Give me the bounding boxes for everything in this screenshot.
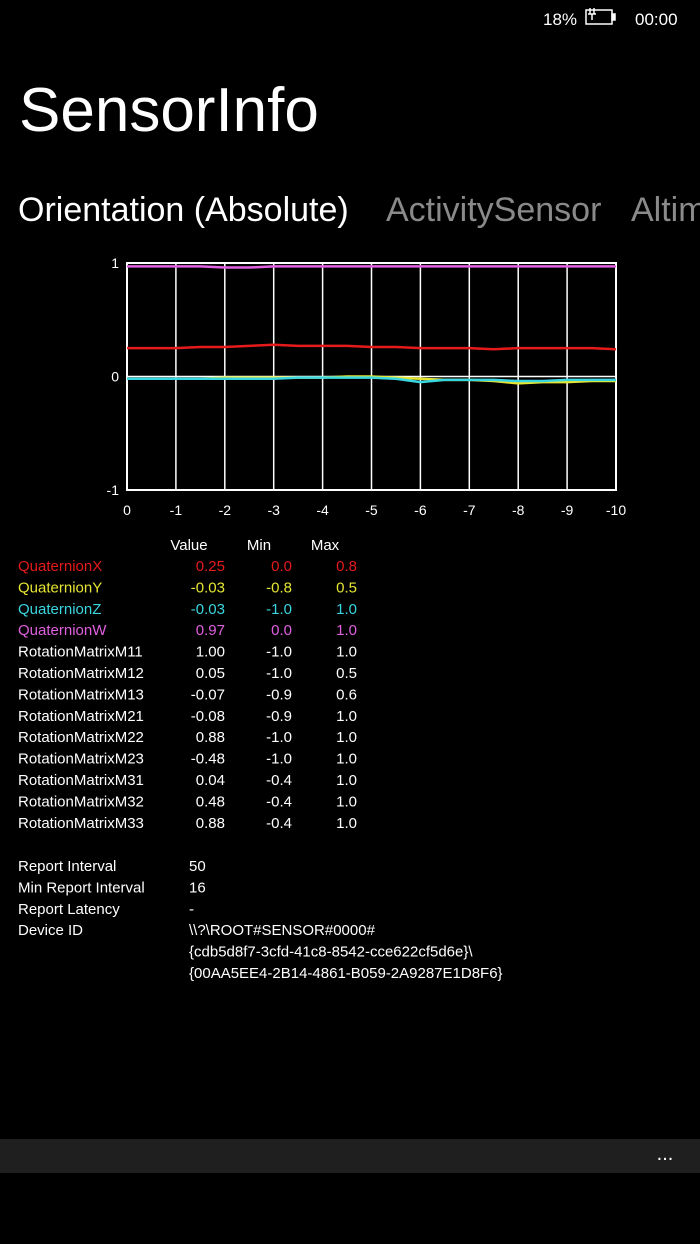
row-name: QuaternionW bbox=[18, 622, 107, 639]
x-tick-label: -3 bbox=[267, 502, 280, 518]
row-name: RotationMatrixM31 bbox=[18, 772, 144, 789]
info-value: {00AA5EE4-2B14-4861-B059-2A9287E1D8F6} bbox=[189, 965, 503, 982]
row-min: 0.0 bbox=[271, 558, 292, 575]
row-value: 0.97 bbox=[196, 622, 225, 639]
row-name: RotationMatrixM11 bbox=[18, 644, 143, 661]
row-max: 0.6 bbox=[336, 686, 357, 703]
row-min: 0.0 bbox=[271, 622, 292, 639]
info-value: \\?\ROOT#SENSOR#0000# bbox=[189, 922, 376, 939]
row-max: 1.0 bbox=[336, 708, 357, 725]
row-max: 1.0 bbox=[336, 644, 357, 661]
row-min: -0.4 bbox=[266, 793, 292, 810]
row-name: RotationMatrixM22 bbox=[18, 729, 144, 746]
row-name: QuaternionZ bbox=[18, 601, 101, 618]
pivot-header[interactable]: Orientation (Absolute) bbox=[18, 191, 349, 229]
row-name: RotationMatrixM13 bbox=[18, 686, 144, 703]
x-tick-label: -9 bbox=[561, 502, 574, 518]
x-tick-label: -4 bbox=[316, 502, 329, 518]
row-value: 0.04 bbox=[196, 772, 225, 789]
row-max: 1.0 bbox=[336, 815, 357, 832]
row-max: 1.0 bbox=[336, 772, 357, 789]
more-button[interactable]: ... bbox=[657, 1143, 674, 1165]
row-name: RotationMatrixM21 bbox=[18, 708, 144, 725]
pivot-header[interactable]: ActivitySensor bbox=[386, 191, 601, 229]
row-name: RotationMatrixM12 bbox=[18, 665, 144, 682]
row-value: 0.88 bbox=[196, 729, 225, 746]
row-min: -1.0 bbox=[266, 644, 292, 661]
x-tick-label: -6 bbox=[414, 502, 427, 518]
row-max: 0.5 bbox=[336, 579, 357, 596]
app-title: SensorInfo bbox=[19, 76, 319, 145]
row-max: 1.0 bbox=[336, 622, 357, 639]
row-value: 0.25 bbox=[196, 558, 225, 575]
x-tick-label: -10 bbox=[606, 502, 626, 518]
series-line bbox=[127, 343, 617, 351]
column-header: Max bbox=[311, 537, 340, 554]
pivot-header[interactable]: Altim bbox=[631, 191, 700, 229]
row-name: QuaternionX bbox=[18, 558, 102, 575]
row-name: RotationMatrixM23 bbox=[18, 751, 144, 768]
row-value: 0.48 bbox=[196, 793, 225, 810]
row-min: -0.9 bbox=[266, 708, 292, 725]
row-min: -1.0 bbox=[266, 665, 292, 682]
info-value: 16 bbox=[189, 879, 206, 896]
y-tick-label: 0 bbox=[111, 369, 119, 385]
series-line bbox=[127, 376, 616, 384]
row-value: 1.00 bbox=[196, 644, 225, 661]
row-max: 1.0 bbox=[336, 729, 357, 746]
x-tick-label: -1 bbox=[170, 502, 183, 518]
row-value: -0.03 bbox=[191, 601, 225, 618]
info-label: Report Latency bbox=[18, 901, 120, 918]
row-max: 0.5 bbox=[336, 665, 357, 682]
column-header: Value bbox=[170, 537, 207, 554]
row-value: 0.88 bbox=[196, 815, 225, 832]
battery-icon bbox=[585, 8, 616, 25]
row-min: -0.8 bbox=[266, 579, 292, 596]
row-value: -0.08 bbox=[191, 708, 225, 725]
row-value: -0.03 bbox=[191, 579, 225, 596]
row-name: RotationMatrixM32 bbox=[18, 793, 144, 810]
row-value: -0.07 bbox=[191, 686, 225, 703]
info-value: 50 bbox=[189, 858, 206, 875]
row-value: -0.48 bbox=[191, 751, 225, 768]
x-tick-label: -7 bbox=[463, 502, 476, 518]
row-min: -1.0 bbox=[266, 729, 292, 746]
x-tick-label: 0 bbox=[123, 502, 131, 518]
app-bar bbox=[0, 1139, 700, 1173]
info-label: Min Report Interval bbox=[18, 879, 145, 896]
row-max: 1.0 bbox=[336, 751, 357, 768]
x-tick-label: -2 bbox=[219, 502, 232, 518]
battery-percent: 18% bbox=[543, 10, 577, 29]
info-label: Report Interval bbox=[18, 858, 116, 875]
info-value: {cdb5d8f7-3cfd-41c8-8542-cce622cf5d6e}\ bbox=[189, 944, 473, 961]
row-name: QuaternionY bbox=[18, 579, 102, 596]
row-max: 1.0 bbox=[336, 793, 357, 810]
row-min: -0.9 bbox=[266, 686, 292, 703]
row-min: -1.0 bbox=[266, 601, 292, 618]
x-tick-label: -5 bbox=[365, 502, 378, 518]
row-max: 0.8 bbox=[336, 558, 357, 575]
clock: 00:00 bbox=[635, 10, 678, 29]
row-min: -1.0 bbox=[266, 751, 292, 768]
series-line bbox=[127, 265, 616, 269]
row-min: -0.4 bbox=[266, 815, 292, 832]
y-tick-label: 1 bbox=[111, 255, 119, 271]
row-value: 0.05 bbox=[196, 665, 225, 682]
row-min: -0.4 bbox=[266, 772, 292, 789]
info-value: - bbox=[189, 901, 194, 918]
x-tick-label: -8 bbox=[512, 502, 525, 518]
info-label: Device ID bbox=[18, 922, 83, 939]
row-name: RotationMatrixM33 bbox=[18, 815, 144, 832]
y-tick-label: -1 bbox=[107, 482, 120, 498]
row-max: 1.0 bbox=[336, 601, 357, 618]
column-header: Min bbox=[247, 537, 271, 554]
